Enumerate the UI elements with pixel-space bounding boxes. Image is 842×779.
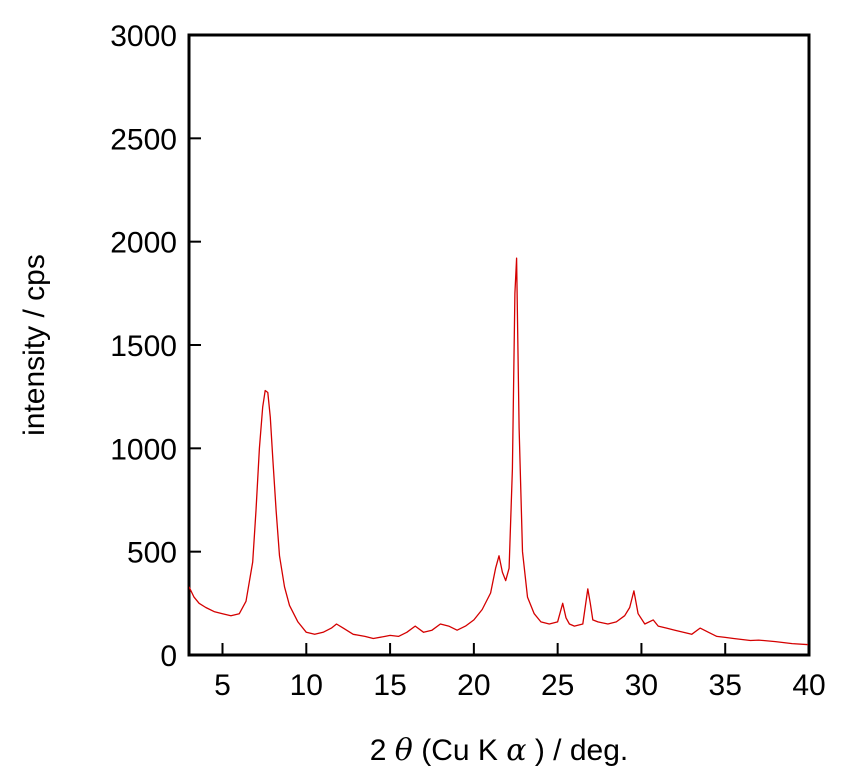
y-axis: 0 500 1000 1500 2000 2500 3000: [110, 20, 201, 673]
y-tick-label: 1000: [110, 433, 177, 466]
x-axis: 5 10 15 20 25 30 35 40: [214, 643, 826, 702]
x-axis-title-middle: (Cu K: [421, 734, 498, 767]
y-tick-label: 1500: [110, 330, 177, 363]
y-tick-label: 500: [127, 537, 177, 570]
series-line: [189, 257, 809, 646]
x-axis-title-prefix: 2: [370, 734, 387, 767]
x-tick-label: 35: [709, 669, 742, 702]
y-axis-title: intensity / cps: [18, 254, 51, 436]
x-axis-title: 2 θ (Cu K α ) / deg.: [370, 733, 628, 768]
x-tick-label: 40: [792, 669, 825, 702]
x-tick-label: 5: [214, 669, 231, 702]
plot-area: [189, 257, 809, 646]
y-tick-label: 2000: [110, 227, 177, 260]
x-tick-label: 15: [373, 669, 406, 702]
x-axis-title-theta: θ: [395, 733, 413, 768]
x-tick-label: 20: [457, 669, 490, 702]
x-tick-label: 25: [541, 669, 574, 702]
plot-frame: [187, 33, 811, 657]
y-tick-label: 3000: [110, 20, 177, 53]
y-tick-label: 2500: [110, 123, 177, 156]
y-tick-label: 0: [160, 640, 177, 673]
x-axis-title-suffix: ) / deg.: [535, 734, 628, 767]
x-axis-title-alpha: α: [506, 733, 526, 768]
x-tick-label: 10: [290, 669, 323, 702]
x-tick-label: 30: [625, 669, 658, 702]
